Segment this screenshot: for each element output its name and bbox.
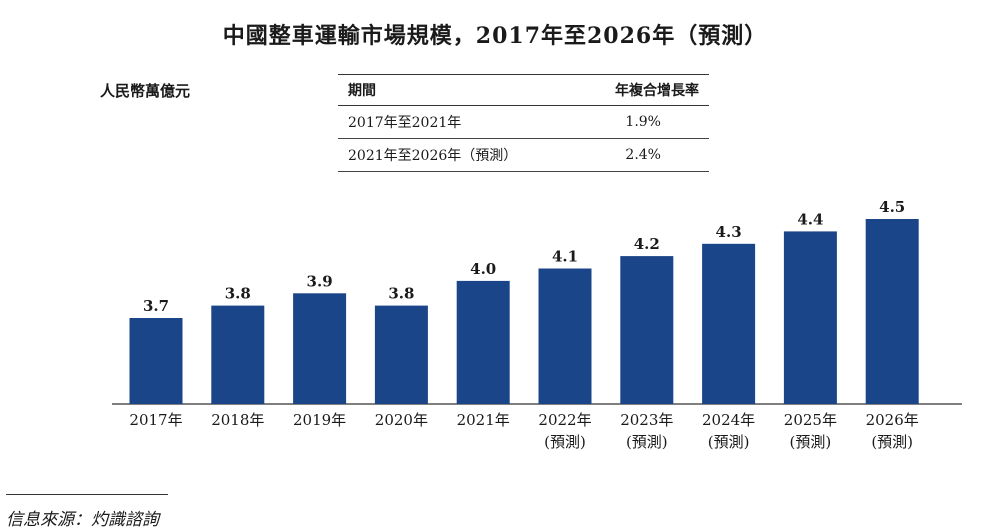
bar: [293, 293, 347, 404]
unit-label: 人民幣萬億元: [100, 82, 191, 100]
bar: [129, 318, 183, 404]
x-tick-label: 2024年: [702, 411, 755, 429]
data-label: 4.2: [634, 235, 660, 253]
bar: [620, 256, 674, 404]
x-tick-label: 2023年: [620, 411, 673, 429]
x-tick-label: (預測): [790, 433, 832, 451]
bar: [456, 280, 510, 404]
x-tick-label: (預測): [871, 433, 913, 451]
data-label: 4.3: [716, 223, 742, 241]
x-tick-label: (預測): [544, 433, 586, 451]
cagr-table: 期間 年複合增長率 2017年至2021年 1.9% 2021年至2026年（預…: [338, 74, 709, 172]
data-label: 4.4: [797, 210, 823, 228]
cagr-period-cell: 2017年至2021年: [338, 105, 578, 139]
x-tick-label: 2021年: [457, 411, 510, 429]
cagr-header-rate: 年複合增長率: [577, 74, 709, 106]
bar: [702, 243, 756, 404]
cagr-table-row: 2017年至2021年 1.9%: [338, 105, 709, 139]
x-tick-label: 2026年: [866, 411, 919, 429]
data-label: 3.8: [388, 285, 414, 303]
x-tick-label: 2022年: [538, 411, 591, 429]
bar: [783, 231, 837, 404]
x-tick-label: 2025年: [784, 411, 837, 429]
x-tick-label: 2017年: [129, 411, 182, 429]
cagr-period-cell: 2021年至2026年（預測）: [338, 138, 578, 172]
data-label: 3.7: [143, 297, 169, 315]
cagr-table-row: 2021年至2026年（預測） 2.4%: [338, 138, 709, 172]
x-tick-label: 2018年: [211, 411, 264, 429]
cagr-header-period: 期間: [338, 74, 578, 106]
source-note: 信息來源：灼識諮詢: [6, 494, 168, 530]
bar: [211, 305, 265, 404]
x-tick-label: 2019年: [293, 411, 346, 429]
data-label: 4.0: [470, 260, 496, 278]
x-tick-label: 2020年: [375, 411, 428, 429]
data-label: 4.5: [879, 198, 905, 216]
cagr-rate-cell: 2.4%: [577, 138, 709, 172]
data-label: 3.8: [225, 285, 251, 303]
bar: [374, 305, 428, 404]
chart-title: 中國整車運輸市場規模，2017年至2026年（預測）: [222, 23, 768, 49]
bar: [538, 268, 592, 404]
data-label: 3.9: [307, 272, 333, 290]
x-tick-label: (預測): [708, 433, 750, 451]
bar: [865, 219, 919, 404]
cagr-table-header-row: 期間 年複合增長率: [338, 74, 709, 106]
x-tick-label: (預測): [626, 433, 668, 451]
cagr-rate-cell: 1.9%: [577, 105, 709, 139]
data-label: 4.1: [552, 248, 578, 266]
